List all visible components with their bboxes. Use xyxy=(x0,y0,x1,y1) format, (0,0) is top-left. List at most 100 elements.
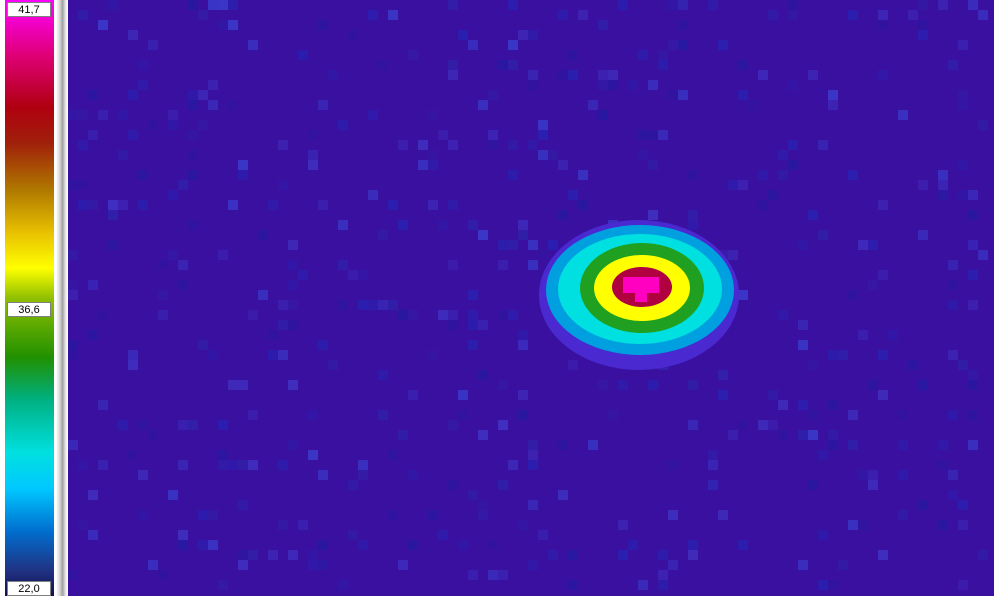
hotspot-magenta-peak xyxy=(623,277,659,293)
noise-pixel xyxy=(868,480,878,490)
noise-pixel xyxy=(318,540,328,550)
noise-pixel xyxy=(968,0,978,10)
noise-pixel xyxy=(248,40,258,50)
noise-pixel xyxy=(908,10,918,20)
noise-pixel xyxy=(718,370,728,380)
noise-pixel xyxy=(78,140,88,150)
noise-pixel xyxy=(388,450,398,460)
noise-pixel xyxy=(208,100,218,110)
noise-pixel xyxy=(668,460,678,470)
noise-pixel xyxy=(798,240,808,250)
noise-pixel xyxy=(538,150,548,160)
noise-pixel xyxy=(648,210,658,220)
noise-pixel xyxy=(468,40,478,50)
noise-pixel xyxy=(528,30,538,40)
noise-pixel xyxy=(558,210,568,220)
noise-pixel xyxy=(158,570,168,580)
noise-pixel xyxy=(298,520,308,530)
noise-pixel xyxy=(188,220,198,230)
noise-pixel xyxy=(478,510,488,520)
noise-pixel xyxy=(108,0,118,10)
noise-pixel xyxy=(468,220,478,230)
noise-pixel xyxy=(308,410,318,420)
noise-pixel xyxy=(178,420,188,430)
noise-pixel xyxy=(708,480,718,490)
noise-pixel xyxy=(378,300,388,310)
noise-pixel xyxy=(788,0,798,10)
noise-pixel xyxy=(798,430,808,440)
noise-pixel xyxy=(398,430,408,440)
noise-pixel xyxy=(88,490,98,500)
noise-pixel xyxy=(878,550,888,560)
noise-pixel xyxy=(508,140,518,150)
noise-pixel xyxy=(768,10,778,20)
noise-pixel xyxy=(978,550,988,560)
noise-pixel xyxy=(678,20,688,30)
noise-pixel xyxy=(68,250,78,260)
noise-pixel xyxy=(898,110,908,120)
noise-pixel xyxy=(478,500,488,510)
noise-pixel xyxy=(568,190,578,200)
noise-pixel xyxy=(848,170,858,180)
noise-pixel xyxy=(138,60,148,70)
noise-pixel xyxy=(798,560,808,570)
noise-pixel xyxy=(828,90,838,100)
noise-pixel xyxy=(528,500,538,510)
noise-pixel xyxy=(948,60,958,70)
noise-pixel xyxy=(528,560,538,570)
noise-pixel xyxy=(908,360,918,370)
noise-pixel xyxy=(188,100,198,110)
noise-pixel xyxy=(588,440,598,450)
noise-pixel xyxy=(958,190,968,200)
noise-pixel xyxy=(458,390,468,400)
noise-pixel xyxy=(288,260,298,270)
noise-pixel xyxy=(178,540,188,550)
noise-pixel xyxy=(358,540,368,550)
noise-pixel xyxy=(628,540,638,550)
noise-pixel xyxy=(78,180,88,190)
noise-pixel xyxy=(148,40,158,50)
noise-pixel xyxy=(138,170,148,180)
noise-pixel xyxy=(438,530,448,540)
noise-pixel xyxy=(808,70,818,80)
noise-pixel xyxy=(428,350,438,360)
noise-pixel xyxy=(848,290,858,300)
noise-pixel xyxy=(918,30,928,40)
noise-pixel xyxy=(528,140,538,150)
noise-pixel xyxy=(848,10,858,20)
noise-pixel xyxy=(368,10,378,20)
noise-pixel xyxy=(688,170,698,180)
noise-pixel xyxy=(468,490,478,500)
noise-pixel xyxy=(508,460,518,470)
noise-pixel xyxy=(248,410,258,420)
noise-pixel xyxy=(178,460,188,470)
noise-pixel xyxy=(788,140,798,150)
hotspot-magenta-tail xyxy=(635,292,647,302)
noise-pixel xyxy=(448,320,458,330)
noise-pixel xyxy=(138,80,148,90)
noise-pixel xyxy=(558,440,568,450)
scale-min-label: 22,0 xyxy=(7,581,51,596)
noise-pixel xyxy=(678,0,688,10)
noise-pixel xyxy=(498,240,508,250)
noise-pixel xyxy=(288,280,298,290)
noise-pixel xyxy=(618,520,628,530)
noise-pixel xyxy=(398,560,408,570)
noise-pixel xyxy=(478,370,488,380)
noise-pixel xyxy=(978,250,988,260)
noise-pixel xyxy=(738,290,748,300)
sensor-noise xyxy=(68,0,988,590)
temperature-scale: 41,7 36,6 22,0 xyxy=(0,0,56,596)
noise-pixel xyxy=(68,570,78,580)
noise-pixel xyxy=(798,400,808,410)
noise-pixel xyxy=(968,370,978,380)
noise-pixel xyxy=(268,350,278,360)
noise-pixel xyxy=(878,390,888,400)
noise-pixel xyxy=(448,70,458,80)
noise-pixel xyxy=(278,300,288,310)
noise-pixel xyxy=(538,120,548,130)
noise-pixel xyxy=(678,90,688,100)
noise-pixel xyxy=(218,460,228,470)
noise-pixel xyxy=(348,30,358,40)
noise-pixel xyxy=(668,40,678,50)
